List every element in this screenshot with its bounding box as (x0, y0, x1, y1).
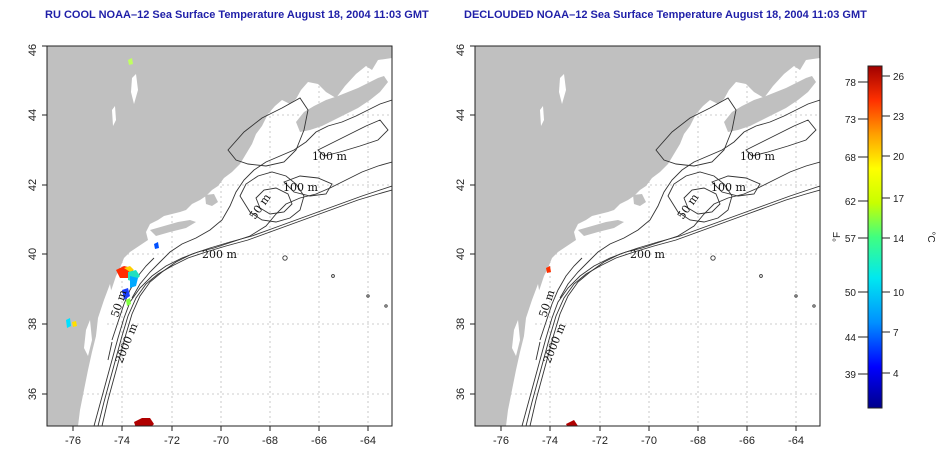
right-axes (470, 45, 797, 431)
right-y-tick: 40 (455, 248, 467, 260)
colorbar-c-tick: 26 (893, 72, 905, 83)
colorbar-c-tick: 4 (893, 369, 899, 380)
right-x-tick: -64 (788, 435, 804, 447)
colorbar-f-tick: 62 (845, 197, 857, 208)
colorbar-c-tick: 10 (893, 288, 905, 299)
colorbar-f-unit: °F (832, 232, 843, 242)
left-y-tick: 46 (27, 44, 39, 56)
left-contour-label: 100 m (312, 150, 347, 163)
colorbar-f-tick: 50 (845, 288, 857, 299)
left-y-tick: 42 (27, 179, 39, 191)
colorbar-c-unit: °C (925, 231, 936, 242)
left-y-tick: 44 (27, 109, 39, 121)
right-map (475, 46, 820, 426)
right-contour-label: 50 m (536, 288, 557, 319)
left-axes (42, 45, 369, 431)
left-sst-patches (66, 58, 159, 426)
colorbar-f-tick: 57 (845, 234, 857, 245)
left-y-tick: 38 (27, 318, 39, 330)
right-y-tick: 44 (455, 109, 467, 121)
panel-left: 100 m 100 m 50 m 200 m 50 m 2000 m -76 -… (27, 44, 393, 447)
colorbar-f-tick: 78 (845, 78, 857, 89)
right-x-tick: -70 (641, 435, 657, 447)
left-x-tick: -72 (164, 435, 180, 447)
colorbar-f-tick: 39 (845, 370, 857, 381)
right-x-tick: -76 (493, 435, 509, 447)
colorbar-f-ticks: 78 73 68 62 57 50 44 39 (845, 78, 857, 381)
right-contour-label: 200 m (630, 248, 665, 261)
panel-right-title: DECLOUDED NOAA–12 Sea Surface Temperatur… (464, 9, 867, 21)
left-map-frame (46, 45, 393, 427)
left-map (47, 46, 392, 426)
right-x-tick: -66 (739, 435, 755, 447)
left-x-tick: -70 (213, 435, 229, 447)
colorbar-f-tick: 73 (845, 115, 857, 126)
right-y-tick: 46 (455, 44, 467, 56)
panel-right: 100 m 100 m 50 m 200 m 50 m 2000 m -76 -… (455, 44, 821, 447)
colorbar-c-tick: 7 (893, 328, 899, 339)
left-y-tick: 40 (27, 248, 39, 260)
left-x-tick: -64 (360, 435, 376, 447)
right-x-ticks: -76 -74 -72 -70 -68 -66 -64 (493, 435, 804, 447)
left-x-tick: -76 (65, 435, 81, 447)
left-contour-label: 50 m (108, 288, 129, 319)
right-y-ticks: 36 38 40 42 44 46 (455, 44, 467, 400)
right-contour-label: 100 m (711, 181, 746, 194)
left-x-ticks: -76 -74 -72 -70 -68 -66 -64 (65, 435, 376, 447)
colorbar-f-tick: 44 (845, 333, 857, 344)
right-contour-label: 100 m (740, 150, 775, 163)
colorbar-c-tick: 23 (893, 112, 905, 123)
right-y-tick: 36 (455, 388, 467, 400)
right-x-tick: -74 (542, 435, 558, 447)
left-x-tick: -68 (262, 435, 278, 447)
left-y-ticks: 36 38 40 42 44 46 (27, 44, 39, 400)
colorbar-c-tick: 17 (893, 194, 905, 205)
colorbar-c-ticks: 26 23 20 17 14 10 7 4 (893, 72, 905, 380)
left-contour-label: 200 m (202, 248, 237, 261)
left-contour-label: 100 m (283, 181, 318, 194)
left-x-tick: -74 (114, 435, 130, 447)
colorbar-c-tick: 20 (893, 152, 905, 163)
right-y-tick: 42 (455, 179, 467, 191)
right-sst-patches (546, 266, 578, 426)
right-x-tick: -68 (690, 435, 706, 447)
colorbar: 78 73 68 62 57 50 44 39 26 23 20 17 14 1… (832, 65, 936, 409)
left-x-tick: -66 (311, 435, 327, 447)
right-map-frame (474, 45, 821, 427)
right-x-tick: -72 (592, 435, 608, 447)
colorbar-f-tick: 68 (845, 153, 857, 164)
left-y-tick: 36 (27, 388, 39, 400)
colorbar-gradient (867, 65, 883, 409)
right-y-tick: 38 (455, 318, 467, 330)
colorbar-c-tick: 14 (893, 234, 905, 245)
panel-left-title: RU COOL NOAA–12 Sea Surface Temperature … (45, 9, 429, 21)
